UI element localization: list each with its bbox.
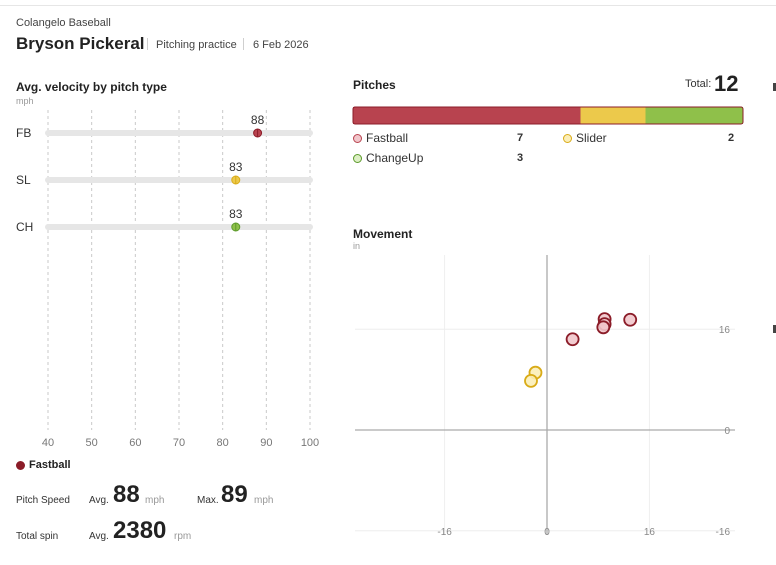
session-type: Pitching practice xyxy=(156,39,237,51)
selected-pitch-dot-icon xyxy=(16,460,25,470)
session-date: 6 Feb 2026 xyxy=(253,39,309,51)
selected-pitch[interactable]: Fastball xyxy=(16,459,71,471)
team-name: Colangelo Baseball xyxy=(16,17,111,29)
movement-title: Movement xyxy=(353,227,413,241)
velocity-value-label: 88 xyxy=(251,113,265,127)
velocity-value-label: 83 xyxy=(229,160,243,174)
velocity-category-label: CH xyxy=(16,220,33,234)
clipped-panel-edge xyxy=(773,83,776,91)
avg-speed-label: Avg. xyxy=(89,495,109,506)
legend-fastball-label: Fastball xyxy=(366,131,409,145)
pitches-total-label: Total: xyxy=(685,78,712,90)
velocity-x-tick: 80 xyxy=(217,437,229,449)
header-divider xyxy=(147,38,148,50)
card-top-border xyxy=(0,5,776,6)
movement-y-tick: 16 xyxy=(719,325,731,336)
avg-speed-unit: mph xyxy=(145,495,165,506)
legend-slider[interactable]: Slider xyxy=(563,131,607,145)
velocity-chart: 40 50 60 70 80 90 100 FB 88 SL 83 CH 83 xyxy=(16,110,319,449)
movement-unit: in xyxy=(353,241,361,251)
velocity-value-label: 83 xyxy=(229,207,243,221)
movement-point-fastball xyxy=(565,332,580,347)
legend-changeup[interactable]: ChangeUp xyxy=(353,151,423,165)
pitches-title: Pitches xyxy=(353,78,396,92)
avg-spin-value: 2380 xyxy=(113,517,167,544)
movement-x-tick: 0 xyxy=(544,527,550,538)
movement-chart: 16 0 -16 -16 0 16 xyxy=(355,255,735,538)
pitch-bar-outline xyxy=(352,106,744,125)
max-speed-unit: mph xyxy=(254,495,274,506)
velocity-unit: mph xyxy=(16,96,34,106)
legend-fastball[interactable]: Fastball xyxy=(353,131,408,145)
fastball-dot-icon xyxy=(353,133,362,143)
legend-changeup-label: ChangeUp xyxy=(366,151,424,165)
pitch-speed-label: Pitch Speed xyxy=(16,495,70,506)
pitch-bar-segment-changeup xyxy=(645,107,743,124)
movement-x-tick: 16 xyxy=(644,527,656,538)
slider-dot-icon xyxy=(563,133,572,143)
avg-spin-label: Avg. xyxy=(89,531,109,542)
slider-count: 2 xyxy=(728,132,735,144)
movement-point-fastball xyxy=(596,320,611,335)
avg-spin-unit: rpm xyxy=(174,531,192,542)
fastball-count: 7 xyxy=(517,132,524,144)
max-speed-value: 89 xyxy=(221,481,248,508)
max-speed-label: Max. xyxy=(197,495,219,506)
movement-point-slider xyxy=(524,373,538,388)
velocity-x-tick: 50 xyxy=(86,437,98,449)
velocity-x-tick: 70 xyxy=(173,437,185,449)
changeup-count: 3 xyxy=(517,152,524,164)
velocity-title: Avg. velocity by pitch type xyxy=(16,80,167,94)
velocity-x-tick: 40 xyxy=(42,437,54,449)
pitch-bar-segment-fastball xyxy=(353,107,581,124)
changeup-dot-icon xyxy=(353,153,362,163)
velocity-x-tick: 100 xyxy=(301,437,319,449)
total-spin-label: Total spin xyxy=(16,531,59,542)
selected-pitch-name: Fastball xyxy=(29,459,71,471)
clipped-panel-edge xyxy=(773,325,776,333)
legend-slider-label: Slider xyxy=(576,131,607,145)
velocity-category-label: FB xyxy=(16,126,31,140)
velocity-x-tick: 60 xyxy=(129,437,141,449)
movement-point-fastball xyxy=(623,312,638,327)
header-divider xyxy=(243,38,244,50)
velocity-category-label: SL xyxy=(16,173,31,187)
movement-x-tick: -16 xyxy=(437,527,452,538)
avg-speed-value: 88 xyxy=(113,481,140,508)
pitch-mix-bar xyxy=(352,106,744,125)
player-name: Bryson Pickeral xyxy=(16,34,145,53)
pitches-total: 12 xyxy=(714,71,739,96)
pitch-bar-segment-slider xyxy=(580,107,646,124)
velocity-x-tick: 90 xyxy=(260,437,272,449)
movement-y-tick: 0 xyxy=(724,426,730,437)
movement-y-tick: -16 xyxy=(716,527,731,538)
